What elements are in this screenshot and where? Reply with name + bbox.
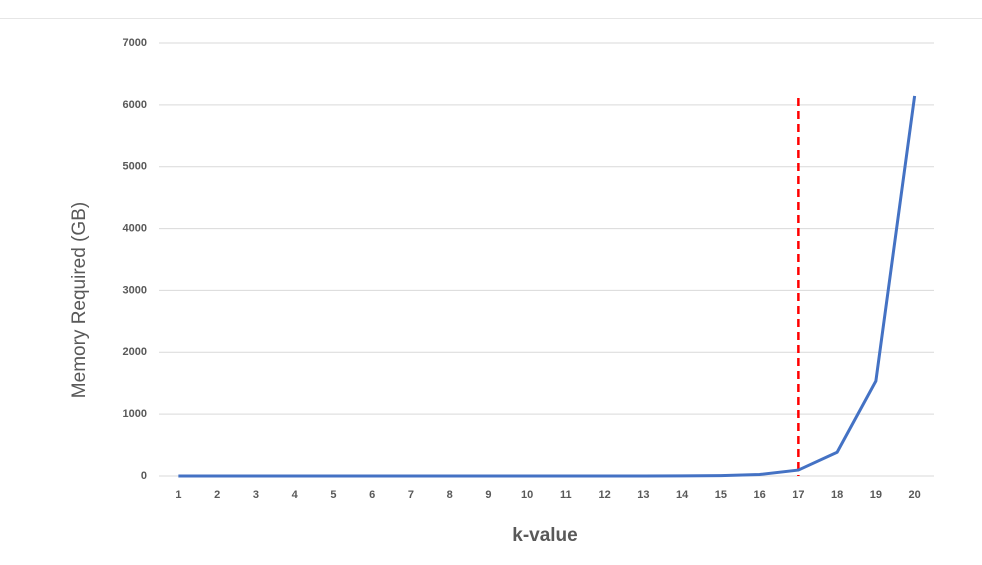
y-tick-label: 6000 (123, 99, 147, 111)
x-tick-label: 13 (637, 489, 649, 501)
y-tick-label: 5000 (123, 161, 147, 173)
x-tick-label: 8 (447, 489, 453, 501)
x-tick-label: 20 (909, 489, 921, 501)
x-tick-label: 19 (870, 489, 882, 501)
x-tick-label: 10 (521, 489, 533, 501)
x-tick-label: 14 (676, 489, 689, 501)
y-tick-label: 2000 (123, 346, 147, 358)
x-tick-label: 16 (754, 489, 766, 501)
x-tick-label: 4 (292, 489, 299, 501)
y-tick-label: 7000 (123, 37, 147, 49)
x-tick-label: 11 (560, 489, 572, 501)
x-tick-label: 12 (599, 489, 611, 501)
y-tick-label: 3000 (123, 284, 147, 296)
y-axis-label: Memory Required (GB) (69, 202, 90, 398)
y-tick-label: 4000 (123, 222, 147, 234)
x-tick-label: 7 (408, 489, 414, 501)
x-tick-label: 18 (831, 489, 843, 501)
y-tick-label: 0 (141, 470, 147, 482)
x-axis-label: k-value (512, 525, 577, 546)
x-tick-label: 1 (175, 489, 181, 501)
x-tick-label: 9 (485, 489, 491, 501)
x-tick-label: 6 (369, 489, 375, 501)
x-tick-label: 15 (715, 489, 727, 501)
x-tick-label: 17 (792, 489, 804, 501)
y-tick-label: 1000 (123, 408, 147, 420)
x-tick-label: 3 (253, 489, 259, 501)
data-line (178, 95, 917, 478)
x-tick-label: 2 (214, 489, 220, 501)
x-tick-label: 5 (330, 489, 336, 501)
